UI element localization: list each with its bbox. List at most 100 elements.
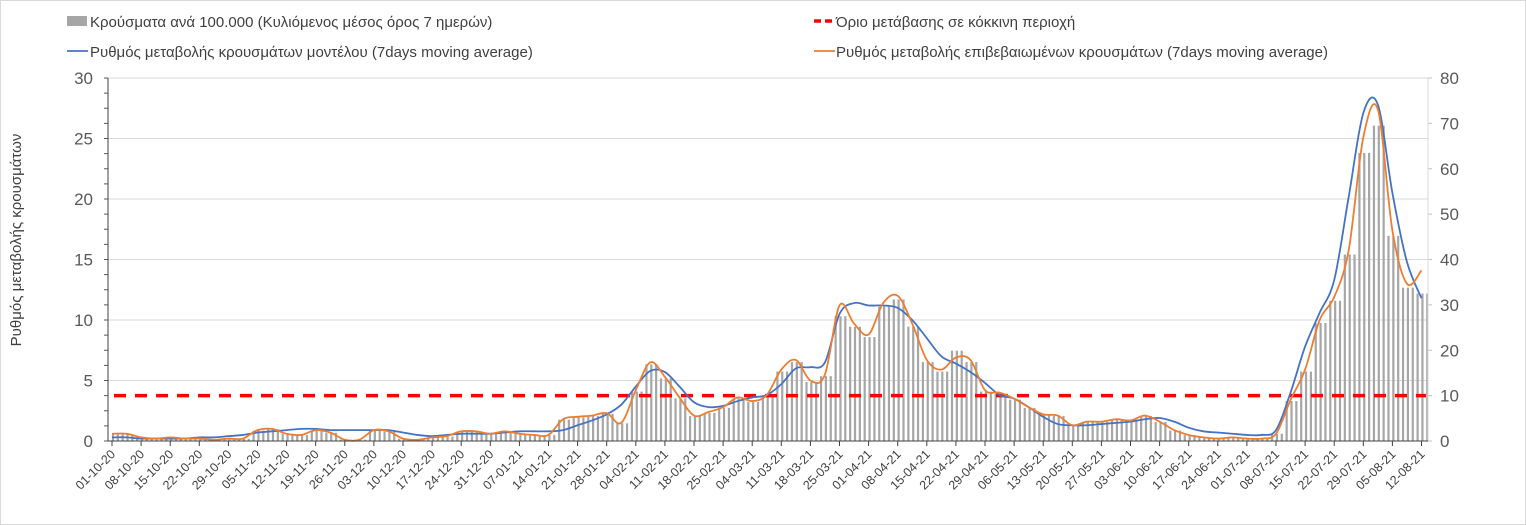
bar xyxy=(320,430,323,441)
bar xyxy=(1232,437,1235,441)
bar xyxy=(422,439,425,441)
bar xyxy=(1406,287,1409,441)
bar xyxy=(650,364,653,441)
bar xyxy=(1421,293,1424,441)
bar xyxy=(897,299,900,441)
y-right-tick-label: 70 xyxy=(1440,114,1459,133)
bar xyxy=(393,431,396,441)
bar xyxy=(689,416,692,441)
bar xyxy=(727,407,730,441)
bar xyxy=(664,378,667,441)
bar xyxy=(669,378,672,441)
bar xyxy=(1188,435,1191,441)
bar xyxy=(199,438,202,441)
bar xyxy=(1077,425,1080,441)
bar xyxy=(504,431,507,441)
bar xyxy=(853,326,857,441)
legend-label-confirmed: Ρυθμός μεταβολής επιβεβαιωμένων κρουσμάτ… xyxy=(836,44,1328,61)
bar xyxy=(849,326,852,441)
bar xyxy=(1358,152,1361,441)
bar xyxy=(242,438,245,441)
bar xyxy=(1212,438,1215,441)
bar xyxy=(528,435,532,441)
bar xyxy=(1072,425,1075,441)
bar xyxy=(1169,430,1172,441)
bar xyxy=(291,433,294,441)
bar xyxy=(495,433,498,441)
bar xyxy=(698,416,701,441)
bar xyxy=(703,412,706,441)
bar xyxy=(1081,421,1085,441)
bar xyxy=(485,433,488,441)
bar xyxy=(844,316,847,441)
bar xyxy=(863,337,866,441)
bar xyxy=(194,438,197,441)
bar xyxy=(771,396,774,441)
bar xyxy=(679,398,682,441)
bar xyxy=(800,362,803,441)
bar xyxy=(446,436,449,441)
bar xyxy=(1023,407,1026,441)
bar xyxy=(436,437,439,441)
bar xyxy=(1110,419,1114,441)
bar xyxy=(912,326,915,441)
bar xyxy=(1256,438,1259,441)
bar xyxy=(1120,419,1123,441)
legend-label-threshold: Όριο μετάβασης σε κόκκινη περιοχή xyxy=(835,14,1075,31)
bar xyxy=(621,423,624,441)
bar xyxy=(223,438,226,441)
bar xyxy=(1096,421,1099,441)
bar xyxy=(582,417,585,441)
bar xyxy=(553,435,556,441)
y-right-tick-label: 20 xyxy=(1440,341,1459,360)
line-series xyxy=(111,96,1423,442)
bar xyxy=(839,316,842,441)
bar xyxy=(1091,421,1094,441)
y-left-tick-label: 0 xyxy=(84,432,93,451)
bar xyxy=(970,362,973,441)
bar xyxy=(1193,435,1196,441)
bar xyxy=(1144,416,1148,441)
bar xyxy=(441,436,444,441)
y-right-tick-label: 80 xyxy=(1440,69,1459,88)
bar xyxy=(868,337,871,441)
bar xyxy=(577,417,580,441)
bar xyxy=(824,376,827,441)
y-axis-label: Ρυθμός μεταβολής κρουσμάτων xyxy=(8,134,25,347)
bar xyxy=(1275,433,1279,441)
bar xyxy=(815,382,818,441)
bar xyxy=(630,391,633,441)
bar xyxy=(732,398,735,441)
bar xyxy=(756,401,760,441)
confirmed-rate-line xyxy=(111,103,1423,442)
bar xyxy=(640,391,643,441)
bar xyxy=(548,435,551,441)
bar xyxy=(1222,438,1225,441)
bar-series-cases xyxy=(111,125,1429,442)
bar xyxy=(1290,401,1293,441)
bar xyxy=(737,398,740,441)
bar xyxy=(655,364,658,441)
bar xyxy=(538,435,541,441)
bar xyxy=(1159,421,1162,441)
bar xyxy=(1338,300,1342,441)
bar xyxy=(543,435,546,441)
bar xyxy=(606,413,609,441)
bar xyxy=(1183,435,1186,441)
bar xyxy=(514,433,517,441)
bar xyxy=(378,430,381,441)
bar xyxy=(790,362,794,441)
bar xyxy=(267,429,270,441)
bar xyxy=(1135,421,1138,441)
bar xyxy=(795,362,798,441)
bar xyxy=(587,416,590,441)
bar xyxy=(1130,421,1133,441)
bar xyxy=(402,438,406,441)
bar xyxy=(878,306,881,441)
bar xyxy=(1304,371,1308,441)
bar xyxy=(490,433,493,441)
y-right-tick-label: 30 xyxy=(1440,296,1459,315)
bar xyxy=(722,407,726,441)
bar xyxy=(1401,287,1405,441)
